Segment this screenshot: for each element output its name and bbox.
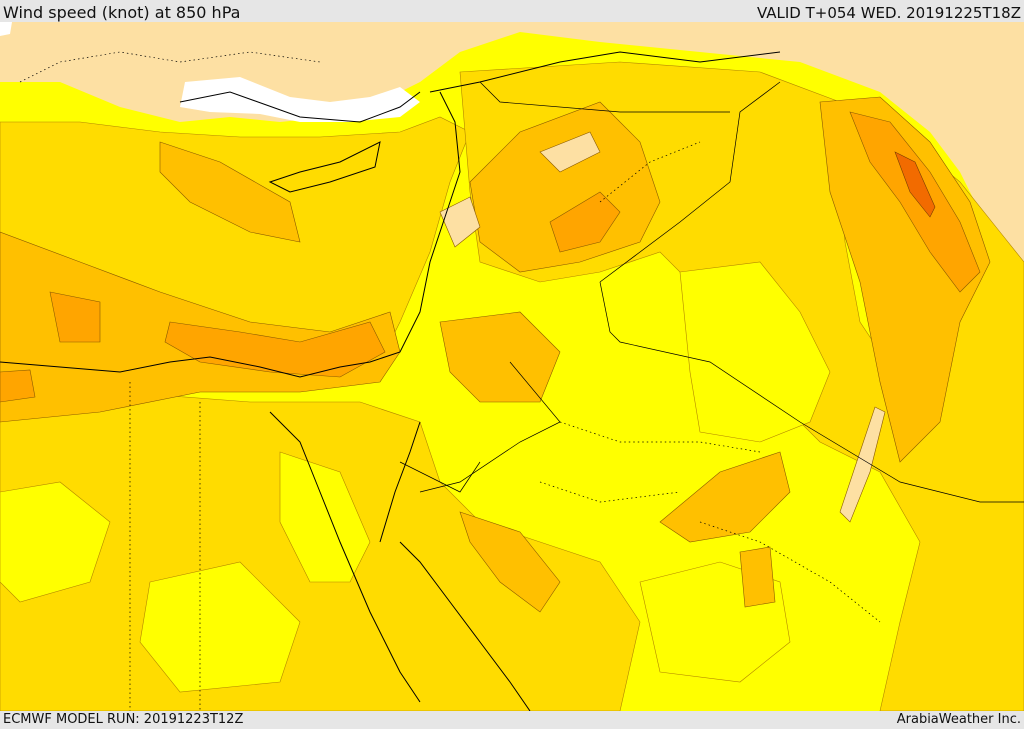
deep-orange-egypt bbox=[164, 321, 386, 378]
credit: ArabiaWeather Inc. bbox=[896, 712, 1021, 727]
northern-land bbox=[0, 22, 1024, 262]
dotted-borders bbox=[19, 51, 881, 711]
orange-iraq-east bbox=[819, 96, 991, 463]
light-patch-syria bbox=[539, 131, 601, 173]
deep-orange-syria bbox=[549, 191, 621, 253]
valid-time: VALID T+054 WED. 20191225T18Z bbox=[756, 4, 1021, 22]
light-patch-iraq bbox=[839, 406, 886, 523]
yellow-jordan bbox=[679, 261, 831, 443]
borders bbox=[399, 81, 1024, 503]
deep-orange-west bbox=[49, 291, 101, 343]
coastlines bbox=[0, 51, 781, 711]
orange-south-blob bbox=[739, 546, 776, 608]
top-bar: Wind speed (knot) at 850 hPa VALID T+054… bbox=[0, 0, 1024, 22]
wind-speed-map[interactable] bbox=[0, 22, 1024, 711]
calm-aegean bbox=[180, 77, 420, 122]
orange-saudi bbox=[659, 451, 791, 543]
calm-corner bbox=[0, 22, 12, 36]
orange-redsea-band bbox=[459, 511, 561, 613]
bottom-bar: ECMWF MODEL RUN: 20191223T12Z ArabiaWeat… bbox=[0, 711, 1024, 729]
yellow-egypt-south bbox=[139, 561, 301, 693]
model-run: ECMWF MODEL RUN: 20191223T12Z bbox=[3, 712, 244, 727]
light-patch-levant bbox=[439, 196, 481, 248]
map-canvas bbox=[0, 22, 1024, 711]
core-iraq-jet bbox=[894, 151, 936, 218]
yellow-sinai bbox=[279, 451, 371, 583]
orange-nw bbox=[159, 141, 301, 243]
map-title: Wind speed (knot) at 850 hPa bbox=[3, 3, 241, 22]
orange-arabia bbox=[439, 311, 561, 403]
deep-orange-iraq bbox=[849, 111, 981, 293]
deep-orange-small bbox=[0, 369, 36, 403]
orange-syria bbox=[469, 101, 661, 273]
yellow-west bbox=[0, 481, 111, 603]
